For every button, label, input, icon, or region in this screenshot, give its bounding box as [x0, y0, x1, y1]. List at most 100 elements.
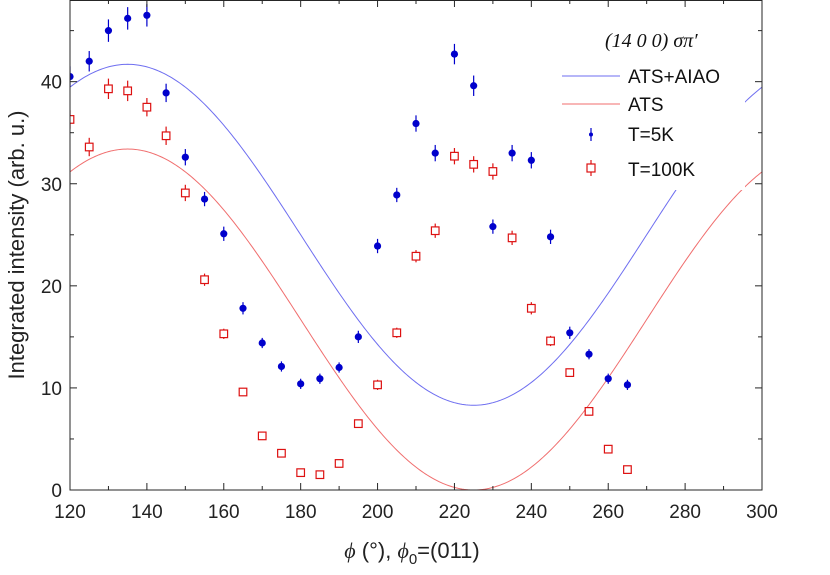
data-point: [431, 144, 439, 162]
legend-label-ats-aiao: ATS+AIAO: [628, 67, 720, 88]
data-point: [507, 230, 517, 245]
marker: [373, 242, 382, 250]
data-point: [623, 465, 632, 474]
marker: [412, 119, 420, 128]
data-point: [584, 406, 594, 416]
marker: [335, 363, 343, 372]
legend-label-t100k: T=100K: [628, 160, 695, 181]
marker: [200, 195, 209, 203]
data-point: [123, 80, 133, 102]
x-tick-label: 260: [592, 502, 624, 523]
marker: [239, 304, 247, 312]
legend-title: (14 0 0) σπ′: [605, 30, 698, 52]
marker: [604, 375, 612, 383]
data-point: [526, 302, 536, 315]
marker: [85, 57, 93, 65]
marker: [488, 167, 498, 176]
marker: [565, 368, 575, 378]
marker: [603, 444, 613, 454]
marker: [297, 380, 305, 388]
marker: [489, 223, 497, 231]
marker: [104, 84, 113, 94]
data-point: [315, 470, 325, 480]
series-t-5k: [70, 4, 632, 390]
marker: [546, 233, 555, 241]
data-point: [603, 444, 613, 454]
data-point: [124, 7, 132, 30]
marker: [450, 151, 459, 161]
marker: [507, 233, 517, 243]
data-point: [85, 51, 93, 72]
marker: [584, 406, 594, 416]
marker: [623, 465, 632, 474]
data-point: [143, 4, 151, 27]
data-point: [142, 98, 152, 117]
data-point: [469, 156, 479, 173]
curve-ats: [70, 148, 762, 490]
data-point: [104, 78, 113, 100]
data-point: [430, 223, 440, 238]
data-point: [297, 378, 305, 389]
marker: [316, 375, 324, 383]
marker: [430, 226, 440, 236]
data-point: [220, 226, 228, 241]
data-point: [258, 337, 266, 349]
legend-box: [555, 30, 745, 190]
marker: [277, 448, 286, 458]
marker: [143, 11, 151, 19]
marker: [162, 89, 170, 97]
marker: [220, 230, 228, 238]
marker: [70, 115, 75, 124]
curve-ats-aiao: [70, 63, 762, 406]
marker: [527, 156, 535, 164]
marker: [315, 470, 325, 480]
marker: [142, 102, 152, 112]
data-point: [489, 219, 497, 234]
data-point: [393, 187, 401, 203]
marker: [200, 275, 209, 285]
marker: [180, 188, 190, 198]
data-point: [84, 137, 94, 157]
data-point: [238, 387, 248, 397]
data-point: [161, 126, 171, 145]
data-point: [566, 326, 574, 339]
data-point: [162, 83, 170, 103]
marker: [123, 86, 133, 96]
marker: [450, 50, 459, 58]
data-point: [604, 373, 612, 384]
data-point: [104, 19, 113, 42]
x-axis-label-unit: (°),: [356, 538, 398, 563]
marker: [124, 14, 132, 22]
marker: [546, 336, 555, 346]
marker: [508, 149, 516, 157]
marker: [470, 82, 478, 90]
x-tick-label: 140: [131, 502, 163, 523]
marker: [353, 419, 363, 429]
data-point: [412, 115, 420, 132]
x-axis-label: ϕ (°), ϕ0=(011): [344, 538, 480, 568]
marker: [392, 328, 402, 338]
marker: [469, 159, 479, 169]
x-tick-label: 180: [285, 502, 317, 523]
marker: [526, 303, 536, 313]
data-point: [373, 379, 382, 390]
data-point: [488, 163, 498, 180]
data-point: [334, 459, 344, 468]
marker: [257, 431, 267, 441]
marker: [393, 191, 401, 199]
data-point: [450, 148, 459, 165]
marker: [623, 381, 632, 389]
marker: [258, 339, 266, 347]
marker: [296, 468, 306, 478]
marker: [277, 362, 286, 371]
data-point: [411, 250, 421, 263]
x-tick-label: 240: [515, 502, 547, 523]
x-tick-label: 220: [439, 502, 471, 523]
data-point: [277, 361, 286, 372]
x-tick-label: 160: [208, 502, 240, 523]
data-point: [353, 419, 363, 429]
series-t-100k: [70, 78, 632, 480]
x-tick-label: 200: [362, 502, 394, 523]
x-axis-label-rest: =(011): [417, 538, 480, 563]
data-point: [257, 431, 267, 441]
